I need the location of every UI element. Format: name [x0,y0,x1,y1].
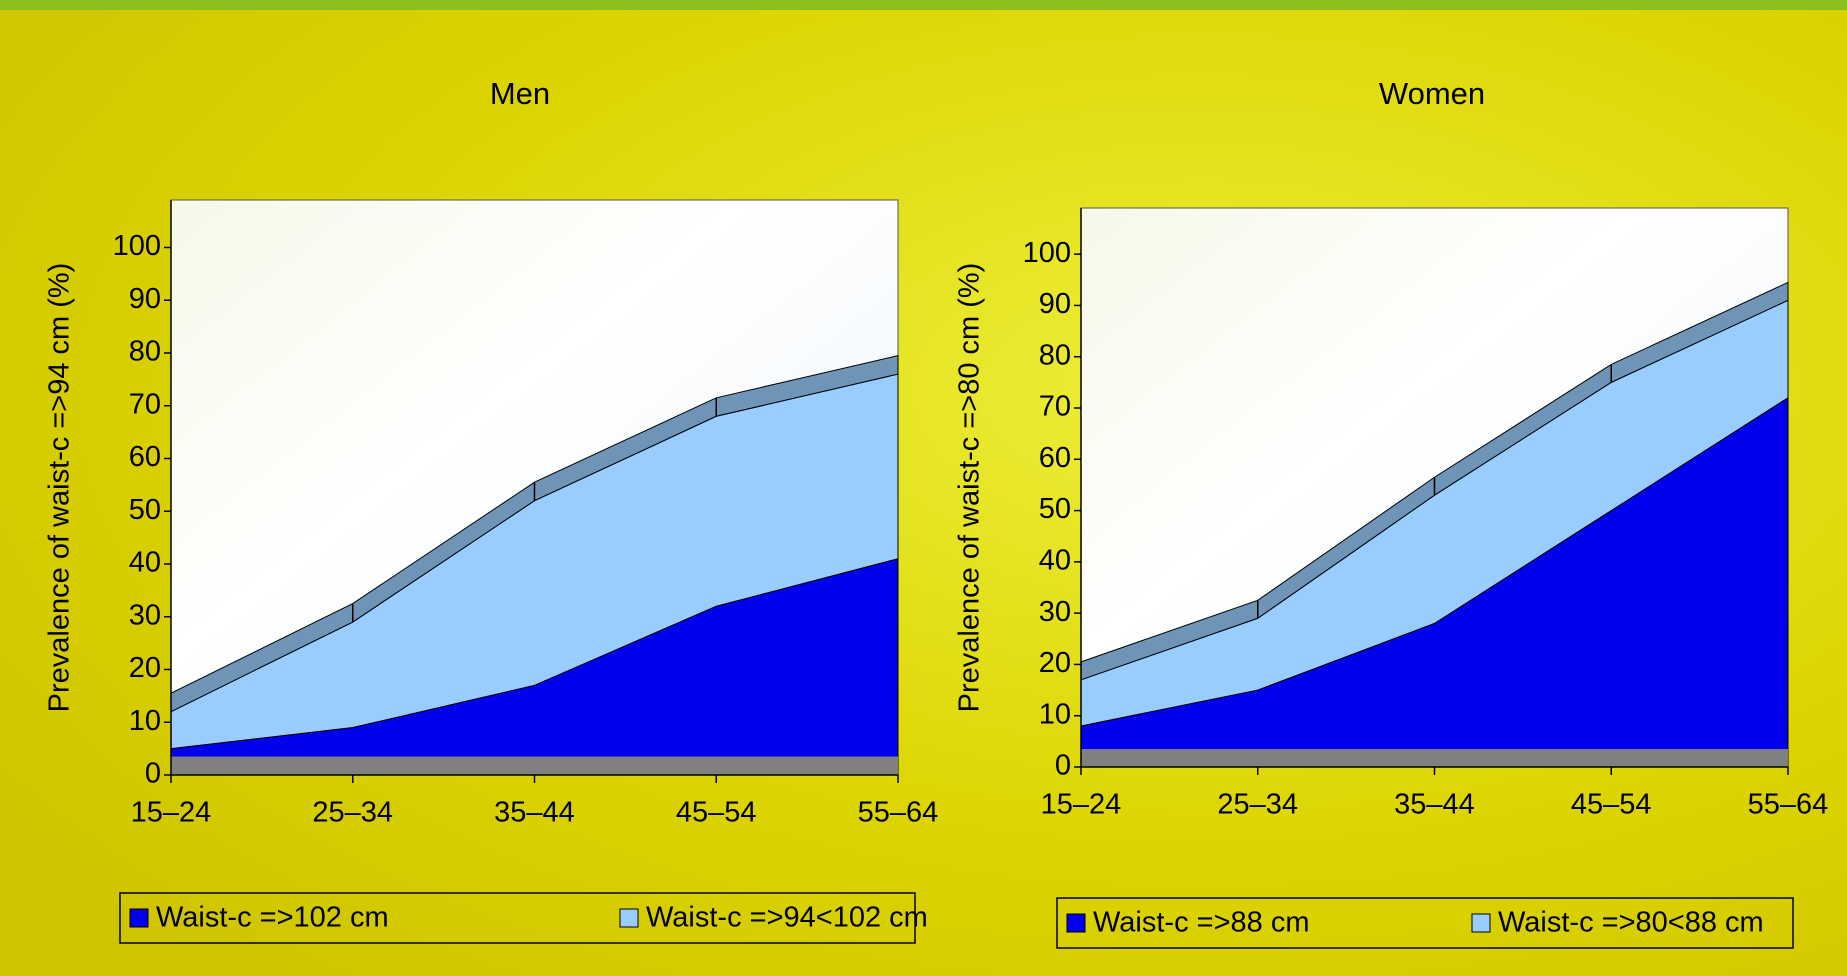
y-tick-label: 100 [113,230,161,262]
legend-swatch [130,909,148,927]
y-tick-label: 40 [129,547,161,579]
top-strip [0,0,1847,10]
y-tick-label: 60 [129,441,161,473]
y-tick-label: 100 [1023,237,1071,269]
x-tick-label: 45–54 [1571,789,1652,821]
legend-swatch [1067,914,1085,932]
y-tick-label: 30 [1039,596,1071,628]
chart-title: Women [1379,76,1485,111]
slide: 010203040506070809010015–2425–3435–4445–… [0,0,1847,976]
legend-label: Waist-c =>80<88 cm [1498,907,1764,939]
x-tick-label: 35–44 [494,797,575,829]
y-tick-label: 70 [1039,391,1071,423]
y-tick-label: 60 [1039,442,1071,474]
legend-label: Waist-c =>88 cm [1093,907,1309,939]
chart-title: Men [490,76,550,111]
y-tick-label: 0 [145,758,161,790]
y-tick-label: 30 [129,599,161,631]
x-tick-label: 15–24 [1041,789,1122,821]
x-tick-label: 35–44 [1394,789,1475,821]
y-tick-label: 90 [1039,288,1071,320]
y-tick-label: 90 [129,283,161,315]
y-tick-label: 10 [1039,698,1071,730]
y-axis-label: Prevalence of waist-c =>94 cm (%) [44,263,76,713]
y-tick-label: 80 [1039,339,1071,371]
x-tick-label: 25–34 [1217,789,1298,821]
x-tick-label: 25–34 [312,797,393,829]
y-tick-label: 80 [129,336,161,368]
y-tick-label: 50 [1039,493,1071,525]
legend-swatch [620,909,638,927]
y-tick-label: 40 [1039,545,1071,577]
y-tick-label: 20 [1039,647,1071,679]
page: 010203040506070809010015–2425–3435–4445–… [0,0,1847,976]
y-axis-label: Prevalence of waist-c =>80 cm (%) [954,263,986,713]
y-tick-label: 0 [1055,750,1071,782]
x-tick-label: 15–24 [131,797,212,829]
y-tick-label: 50 [129,494,161,526]
y-tick-label: 70 [129,388,161,420]
y-tick-label: 20 [129,652,161,684]
legend-swatch [1472,914,1490,932]
floor [1081,749,1788,767]
legend-label: Waist-c =>94<102 cm [646,902,928,934]
x-tick-label: 45–54 [676,797,757,829]
x-tick-label: 55–64 [1748,789,1829,821]
x-tick-label: 55–64 [858,797,939,829]
legend-label: Waist-c =>102 cm [156,902,389,934]
floor [171,757,898,775]
y-tick-label: 10 [129,705,161,737]
